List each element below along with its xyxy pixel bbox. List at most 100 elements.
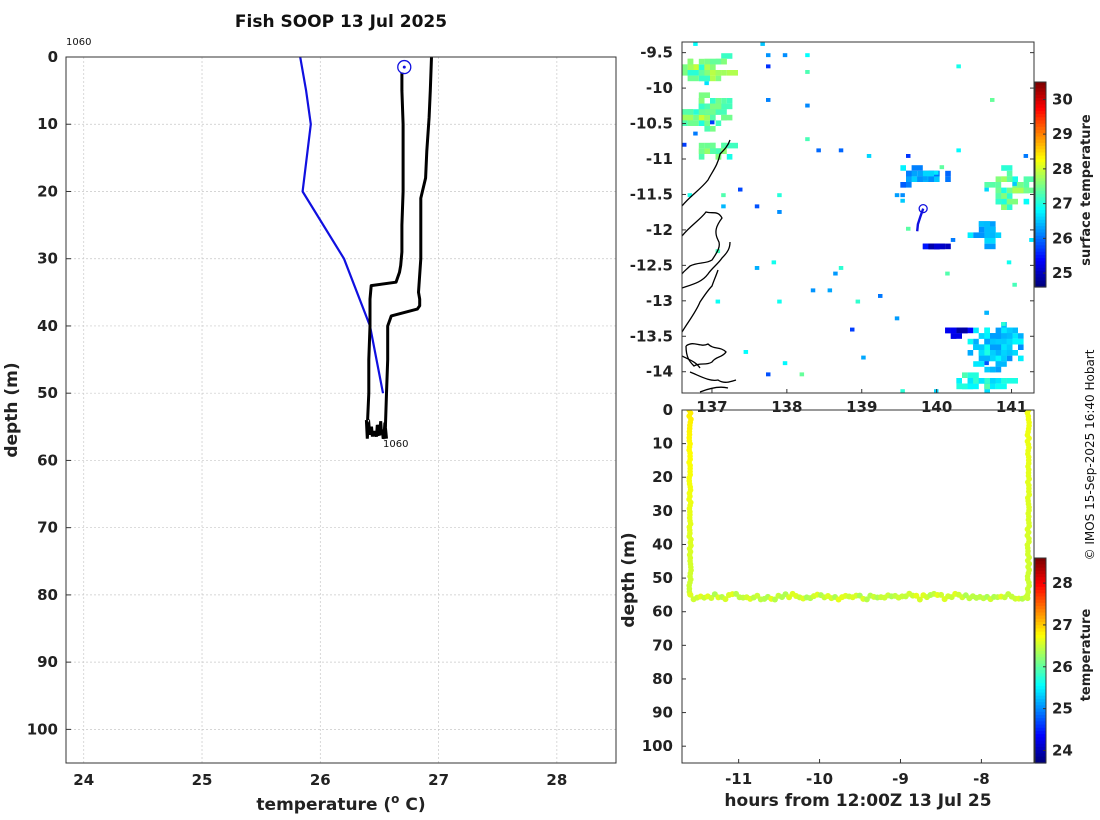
sst-pixel xyxy=(962,372,968,378)
section-y-tick-label: 40 xyxy=(652,535,673,553)
sst-pixel xyxy=(956,148,961,153)
sst-pixel xyxy=(721,148,727,154)
section-colorbar-step xyxy=(1035,564,1046,569)
sst-pixel xyxy=(900,165,906,171)
section-colorbar-step xyxy=(1035,743,1046,748)
section-colorbar-step xyxy=(1035,705,1046,710)
section-point-ascent xyxy=(1025,410,1032,413)
map-colorbar-step xyxy=(1035,213,1046,218)
sst-pixel xyxy=(698,70,705,76)
sst-pixel xyxy=(721,193,726,198)
sst-pixel xyxy=(900,198,905,203)
map-colorbar-step xyxy=(1035,261,1046,266)
section-colorbar-step xyxy=(1035,615,1046,620)
section-colorbar-step xyxy=(1035,724,1046,729)
sst-pixel xyxy=(687,75,699,82)
sst-pixel xyxy=(861,355,866,360)
section-colorbar-step xyxy=(1035,644,1046,649)
sst-pixel xyxy=(1001,193,1007,199)
map-colorbar-step xyxy=(1035,101,1046,106)
ship-position-marker xyxy=(918,203,928,214)
sst-pixel xyxy=(922,176,928,181)
sst-pixel xyxy=(967,378,979,384)
sst-pixel xyxy=(995,327,1002,334)
sst-pixel xyxy=(973,361,985,367)
section-colorbar-step xyxy=(1035,676,1046,681)
sst-pixel xyxy=(777,299,782,304)
map-lon-tick-label: 140 xyxy=(921,398,952,416)
map-colorbar-step xyxy=(1035,123,1046,128)
map-colorbar-step xyxy=(1035,219,1046,224)
sst-pixel xyxy=(710,58,722,65)
sst-pixel xyxy=(984,327,990,334)
sst-pixel xyxy=(1006,170,1013,177)
sst-pixel xyxy=(945,327,951,334)
sst-pixel xyxy=(984,232,990,238)
sst-pixel xyxy=(894,193,900,198)
section-y-tick-label: 60 xyxy=(652,603,673,621)
section-y-tick-label: 0 xyxy=(663,401,673,419)
sst-pixel xyxy=(1012,187,1024,194)
sst-pixel xyxy=(698,70,710,76)
profile-axes-frame xyxy=(65,56,617,764)
chart-title: Fish SOOP 13 Jul 2025 xyxy=(235,12,447,32)
map-lat-tick-label: -13.5 xyxy=(630,327,673,345)
sst-pixel xyxy=(911,176,918,182)
section-colorbar-step xyxy=(1035,660,1046,665)
sst-pixel xyxy=(956,64,961,69)
section-colorbar-step xyxy=(1035,602,1046,607)
sst-pixel xyxy=(715,109,727,115)
map-lat-tick-label: -11.5 xyxy=(630,185,673,203)
sst-pixel xyxy=(698,58,705,65)
sst-pixel xyxy=(704,58,710,65)
map-colorbar-step xyxy=(1035,88,1046,93)
section-colorbar-step xyxy=(1035,708,1046,713)
sst-pixel xyxy=(743,350,749,354)
sst-pixel xyxy=(726,154,733,160)
map-lon-tick-label: 138 xyxy=(771,398,802,416)
sst-pixel xyxy=(984,389,990,393)
map-colorbar-step xyxy=(1035,110,1046,115)
section-colorbar-tick-label: 25 xyxy=(1052,700,1073,718)
profile-end-label: 1060 xyxy=(383,439,408,450)
sst-pixel xyxy=(995,355,1002,362)
sst-pixel xyxy=(687,58,694,65)
map-colorbar-step xyxy=(1035,200,1046,205)
section-colorbar-step xyxy=(1035,759,1046,764)
section-colorbar-step xyxy=(1035,634,1046,639)
section-x-tick-label: -9 xyxy=(892,770,909,788)
sst-pixel xyxy=(956,383,968,390)
sst-pixel xyxy=(978,355,990,362)
sst-pixel xyxy=(1006,193,1013,199)
sst-pixel xyxy=(973,327,979,334)
section-colorbar-step xyxy=(1035,647,1046,652)
map-lon-tick-label: 141 xyxy=(996,398,1027,416)
sst-pixel xyxy=(682,120,687,125)
sst-pixel xyxy=(984,378,990,384)
sst-pixel xyxy=(710,114,716,121)
section-colorbar-tick-label: 24 xyxy=(1052,741,1073,759)
section-colorbar-tick-label: 26 xyxy=(1052,658,1073,676)
sst-pixel xyxy=(721,204,726,209)
section-y-tick-label: 70 xyxy=(652,636,673,654)
sst-pixel xyxy=(990,338,996,345)
sst-pixel xyxy=(698,120,705,126)
sst-pixel xyxy=(833,271,838,276)
sst-pixel xyxy=(1001,350,1013,356)
map-colorbar-step xyxy=(1035,107,1046,112)
sst-pixel xyxy=(766,64,771,69)
map-colorbar-step xyxy=(1035,248,1046,253)
map-lon-tick-label: 139 xyxy=(846,398,877,416)
profile-y-tick-label: 30 xyxy=(37,250,58,268)
sst-pixel xyxy=(1001,198,1007,205)
sst-pixel xyxy=(984,238,996,244)
map-colorbar-step xyxy=(1035,270,1046,275)
sst-pixel xyxy=(721,70,727,76)
map-colorbar-step xyxy=(1035,258,1046,262)
sst-pixel xyxy=(676,104,682,110)
map-colorbar-tick-label: 27 xyxy=(1052,195,1073,213)
sst-pixel xyxy=(1023,182,1030,188)
sst-pixel xyxy=(995,350,1002,356)
section-colorbar-step xyxy=(1035,727,1046,732)
map-lat-tick-label: -11 xyxy=(646,150,673,168)
